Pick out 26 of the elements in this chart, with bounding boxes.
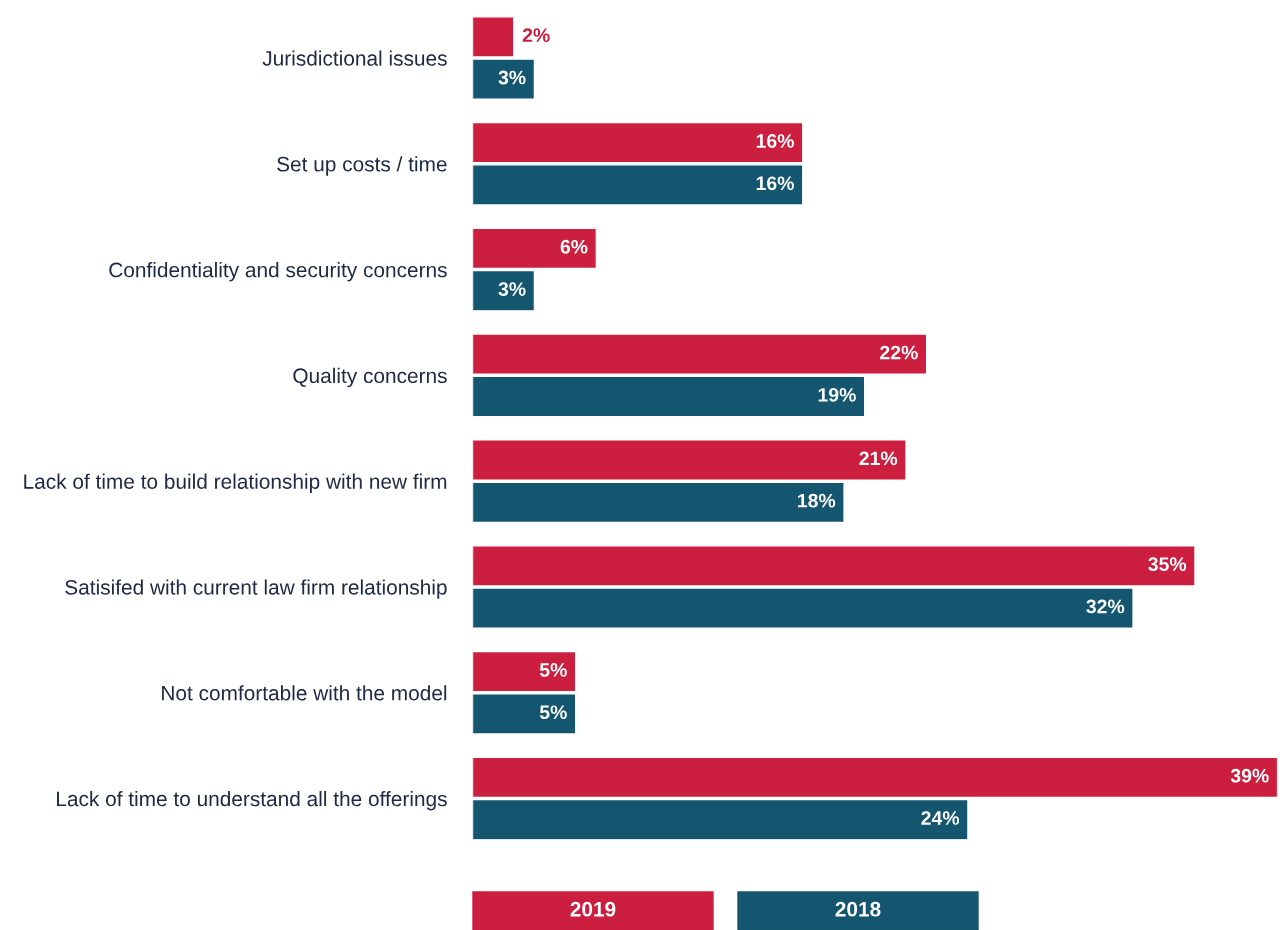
data-label: 16% xyxy=(756,134,794,148)
data-label: 16% xyxy=(756,176,794,191)
data-label: 19% xyxy=(818,387,856,402)
data-label: 24% xyxy=(921,811,960,825)
y-tick-label: Lack of time to build relationship with new firm xyxy=(24,473,447,494)
y-tick-label: Jurisdictional issues xyxy=(262,50,447,66)
data-label: 21% xyxy=(859,451,898,466)
y-tick-label: Set up costs / time xyxy=(277,156,447,176)
data-label: 18% xyxy=(798,493,836,508)
data-label: 35% xyxy=(1148,557,1187,572)
text: 2019 xyxy=(570,901,616,917)
data-label: 22% xyxy=(880,345,918,360)
data-label: 6% xyxy=(560,239,588,254)
data-label: 32% xyxy=(1086,599,1125,614)
data-label: 39% xyxy=(1230,768,1269,783)
y-tick-label: Not comfortable with the model xyxy=(162,685,447,701)
data-label: 2% xyxy=(522,28,550,43)
y-tick-label: Satisifed with current law firm relationship xyxy=(65,579,447,599)
text: 2018 xyxy=(835,901,881,917)
data-label: 5% xyxy=(539,663,567,677)
y-tick-label: Quality concerns xyxy=(293,367,447,388)
data-label: 3% xyxy=(498,70,526,85)
y-tick-label: Lack of time to understand all the offerings xyxy=(57,790,447,811)
y-tick-label: Confidentiality and security concerns xyxy=(109,262,447,282)
data-label: 5% xyxy=(539,705,567,720)
data-label: 3% xyxy=(498,282,526,296)
